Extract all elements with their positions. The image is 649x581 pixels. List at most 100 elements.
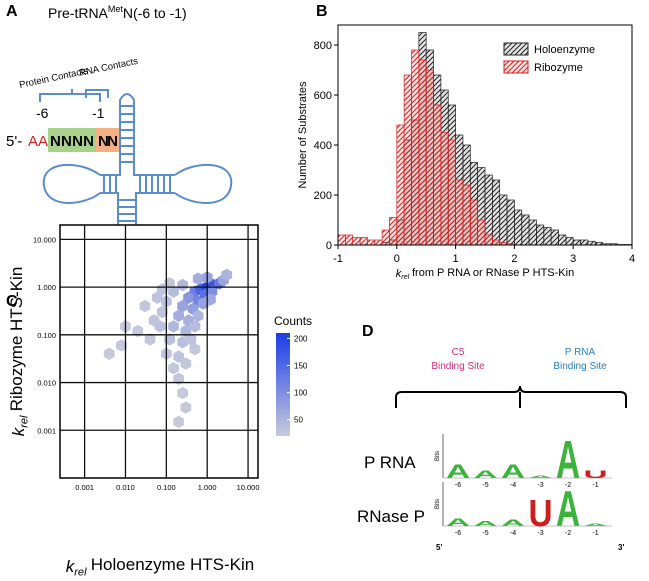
seq-aa: AA: [28, 133, 48, 150]
panel-label: D: [362, 323, 374, 340]
logo-letter: A: [501, 518, 525, 529]
hist-bar: [565, 237, 574, 246]
hexbin: [177, 299, 188, 313]
logo-letter: A: [556, 481, 580, 536]
y-axis-title: Number of Substrates: [297, 81, 309, 188]
t-loop: [174, 163, 233, 204]
y-tick-label: 1.000: [37, 283, 56, 292]
hexbin: [185, 333, 197, 346]
diagram-title: Pre-tRNAMetN(-6 to -1): [48, 4, 187, 21]
y-tick-label: 600: [314, 90, 332, 102]
row-label: P RNA: [364, 453, 416, 472]
k-symbol: k: [9, 426, 28, 436]
hist-bar: [506, 199, 515, 246]
logo-letter: A: [528, 475, 552, 479]
seq-green: NNNN: [50, 133, 94, 150]
rna-contacts: RNA Contacts: [78, 56, 139, 79]
logo-letter: U: [583, 468, 607, 481]
colorbar-tick-label: 150: [294, 362, 308, 371]
hexbin: [221, 268, 233, 282]
position-label: -3: [537, 482, 543, 489]
y-tick-label: 0.010: [37, 379, 56, 388]
end-label: 5': [436, 543, 442, 552]
hist-bar: [492, 179, 501, 246]
position-label: -1: [92, 105, 105, 121]
hist-bar: [587, 240, 596, 246]
hist-bar: [440, 132, 449, 246]
title-part: N(-6 to -1): [123, 5, 187, 21]
logo-letter: A: [446, 460, 470, 482]
colorbar-tick-label: 100: [294, 389, 308, 398]
hexbin: [177, 336, 188, 349]
legend-swatch: [503, 60, 529, 74]
hist-bar: [411, 49, 420, 246]
axis-title: krel from P RNA or RNase P HTS-Kin: [396, 267, 574, 281]
legend-label: Holoenzyme: [534, 44, 595, 56]
position-label: -5: [482, 482, 488, 489]
x-tick-label: 2: [511, 253, 517, 265]
site-label: C5: [452, 347, 465, 358]
panel-label: B: [316, 3, 328, 20]
hist-bar: [580, 239, 589, 246]
position-label: -1: [592, 482, 598, 489]
logo-letter: A: [473, 519, 497, 528]
position-label: -2: [565, 482, 571, 489]
position-label: -2: [565, 530, 571, 537]
k-subscript: rel: [74, 566, 87, 578]
legend-label: Ribozyme: [534, 62, 583, 74]
plot-frame: [337, 24, 633, 246]
position-label: -5: [482, 530, 488, 537]
hexbin: [151, 291, 163, 304]
logo-letter: A: [446, 516, 470, 529]
hist-bar: [543, 227, 552, 246]
hexbin: [168, 362, 179, 375]
position-label: -4: [510, 482, 516, 489]
hist-bar: [396, 124, 405, 246]
x-tick-label: 0: [394, 253, 400, 265]
hist-bar: [367, 239, 376, 246]
hexbin: [192, 309, 204, 322]
x-tick-label: 0.001: [75, 483, 94, 492]
position-label: -4: [510, 530, 516, 537]
y-tick-label: 0: [326, 240, 332, 252]
hexbin: [180, 324, 192, 338]
logo-letter: A: [556, 431, 580, 490]
hexbin: [144, 333, 156, 346]
axis-title: krel Ribozyme HTS-Kin: [7, 267, 30, 437]
x-tick-label: 0.100: [157, 483, 176, 492]
position-label: -6: [455, 482, 461, 489]
hist-bar: [455, 179, 464, 246]
hexbin: [180, 357, 192, 370]
hist-bar: [403, 74, 412, 246]
seq-prefix: 5'-: [6, 133, 22, 150]
hist-bar: [462, 184, 471, 246]
y-tick-label: 400: [314, 140, 332, 152]
hist-bar: [536, 224, 545, 246]
d-loop: [42, 163, 101, 204]
site-label: P RNA: [565, 347, 596, 358]
hexbin: [189, 320, 201, 333]
hexbin: [173, 309, 184, 322]
position-label: -6: [36, 105, 49, 121]
y-tick-label: 800: [314, 40, 332, 52]
hist-bar: [337, 234, 346, 246]
hexbin: [173, 350, 184, 363]
position-label: -1: [592, 530, 598, 537]
k-symbol: k: [396, 268, 402, 280]
label-text: Ribozyme HTS-Kin: [7, 267, 26, 412]
y-tick-label: 0.001: [37, 426, 56, 435]
x-tick-label: 1: [453, 253, 459, 265]
hexbin: [168, 320, 179, 333]
y-tick-label: 200: [314, 190, 332, 202]
legend-swatch: [503, 42, 529, 56]
hexbin: [173, 415, 184, 429]
x-tick-label: -1: [333, 253, 343, 265]
site-label: Binding Site: [553, 361, 607, 372]
hist-bar: [521, 214, 530, 246]
y-tick-label: 0.100: [37, 331, 56, 340]
y-tick-label: 10.000: [33, 235, 56, 244]
hist-bar: [418, 59, 427, 246]
k-symbol: k: [66, 557, 76, 576]
hexbin: [154, 320, 166, 333]
